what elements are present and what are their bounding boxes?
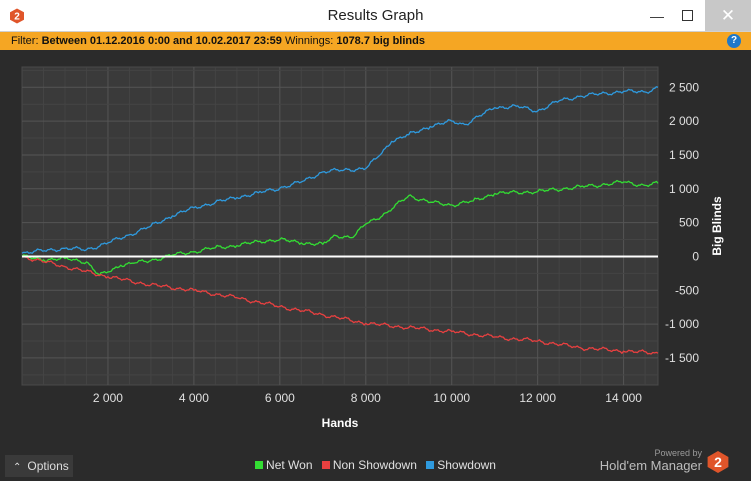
legend-label: Net Won bbox=[266, 458, 313, 472]
filter-bar: Filter: Between 01.12.2016 0:00 and 10.0… bbox=[0, 32, 751, 50]
y-tick-label: 0 bbox=[692, 249, 699, 263]
legend-item-net-won[interactable]: Net Won bbox=[255, 458, 313, 472]
brand-name: Hold'em Manager bbox=[599, 458, 702, 473]
series-line-net-won bbox=[21, 179, 659, 277]
help-icon[interactable]: ? bbox=[727, 34, 741, 48]
x-tick-label: 12 000 bbox=[519, 391, 556, 405]
y-tick-label: 2 000 bbox=[669, 114, 699, 128]
filter-label: Filter: bbox=[11, 35, 39, 47]
options-label: Options bbox=[27, 459, 69, 473]
minimize-button[interactable]: — bbox=[642, 0, 672, 31]
powered-by-text: Powered by bbox=[654, 448, 702, 458]
maximize-icon bbox=[681, 10, 693, 21]
x-tick-label: 2 000 bbox=[93, 391, 123, 405]
x-tick-label: 4 000 bbox=[179, 391, 209, 405]
y-tick-label: 2 500 bbox=[669, 80, 699, 94]
plot-area bbox=[21, 66, 659, 386]
title-bar: 2 Results Graph — ✕ bbox=[0, 0, 751, 32]
x-axis-label: Hands bbox=[322, 416, 359, 430]
series-line-non-showdown bbox=[21, 255, 659, 355]
legend-label: Non Showdown bbox=[332, 458, 417, 472]
winnings-value: 1078.7 big blinds bbox=[336, 35, 425, 47]
minimize-icon: — bbox=[650, 7, 664, 24]
close-icon: ✕ bbox=[720, 5, 736, 25]
brand-logo-icon: 2 bbox=[707, 451, 729, 473]
close-button[interactable]: ✕ bbox=[705, 0, 751, 31]
y-tick-label: -1 500 bbox=[665, 351, 699, 365]
brand-logo-text: 2 bbox=[714, 454, 722, 470]
x-tick-label: 10 000 bbox=[433, 391, 470, 405]
options-button[interactable]: ⌃ Options bbox=[5, 455, 73, 477]
legend-swatch bbox=[426, 461, 435, 469]
series-line-showdown bbox=[21, 86, 659, 254]
results-chart: 2 000 4 000 6 000 8 000 10 000 12 000 14 000 2… bbox=[0, 50, 751, 452]
legend-item-non-showdown[interactable]: Non Showdown bbox=[321, 458, 417, 472]
legend-swatch bbox=[255, 461, 264, 469]
y-tick-label: 500 bbox=[679, 216, 699, 230]
x-tick-label: 8 000 bbox=[351, 391, 381, 405]
legend: Net Won Non Showdown Showdown bbox=[0, 458, 751, 472]
chevron-up-icon: ⌃ bbox=[13, 462, 22, 473]
y-tick-label: -500 bbox=[675, 283, 699, 297]
app-logo-icon: 2 bbox=[10, 8, 24, 24]
legend-label: Showdown bbox=[437, 458, 496, 472]
window-title: Results Graph bbox=[327, 7, 424, 24]
winnings-label: Winnings: bbox=[284, 35, 334, 47]
legend-item-showdown[interactable]: Showdown bbox=[426, 458, 496, 472]
y-axis-label: Big Blinds bbox=[710, 196, 724, 256]
x-tick-label: 6 000 bbox=[265, 391, 295, 405]
y-tick-label: 1 000 bbox=[669, 182, 699, 196]
maximize-button[interactable] bbox=[672, 0, 702, 31]
legend-swatch bbox=[321, 461, 330, 469]
y-tick-label: 1 500 bbox=[669, 148, 699, 162]
filter-value: Between 01.12.2016 0:00 and 10.02.2017 2… bbox=[41, 35, 282, 47]
y-tick-label: -1 000 bbox=[665, 317, 699, 331]
x-tick-label: 14 000 bbox=[605, 391, 642, 405]
svg-text:2: 2 bbox=[14, 12, 20, 23]
